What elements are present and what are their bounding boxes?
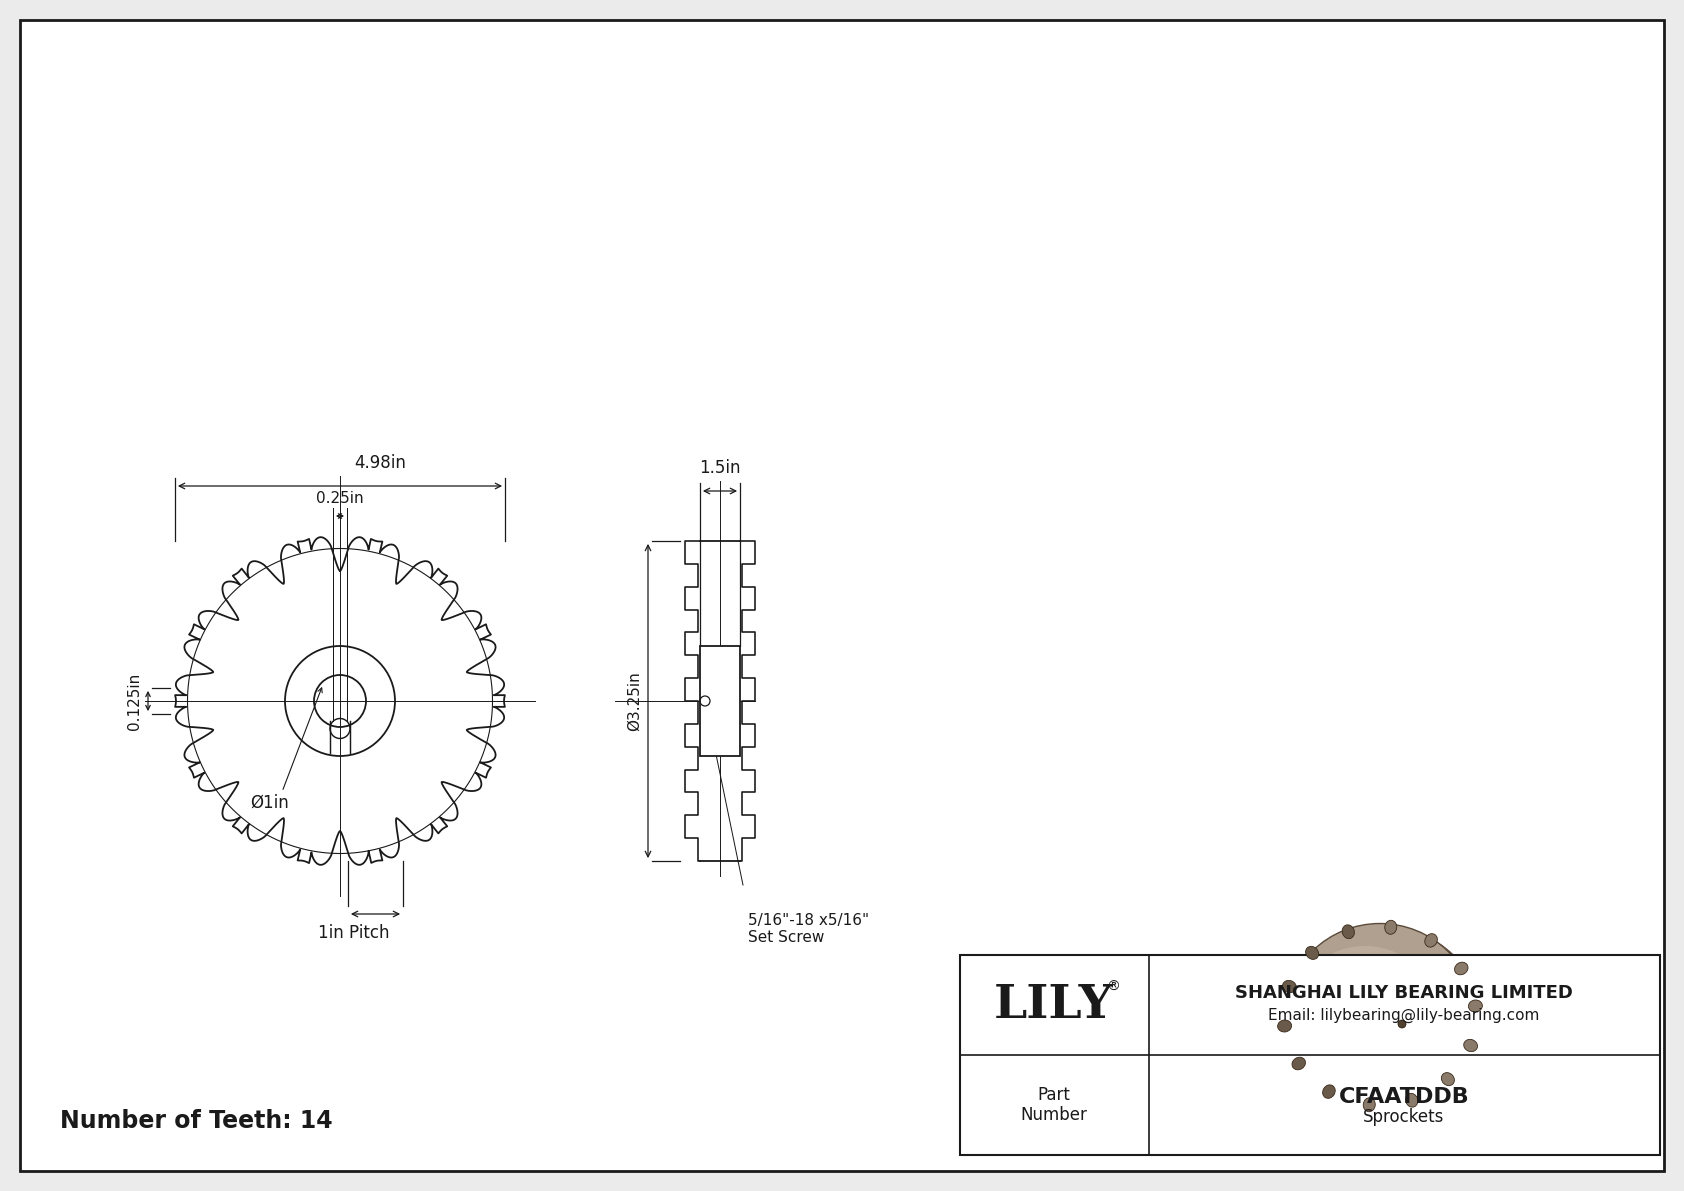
Ellipse shape bbox=[1352, 989, 1403, 1037]
Text: CFAATDDB: CFAATDDB bbox=[1339, 1087, 1470, 1106]
Ellipse shape bbox=[1349, 986, 1411, 1046]
Ellipse shape bbox=[1468, 1000, 1482, 1012]
Text: 0.125in: 0.125in bbox=[126, 673, 141, 730]
Circle shape bbox=[1398, 1019, 1406, 1028]
Text: Part
Number: Part Number bbox=[1021, 1086, 1088, 1124]
Ellipse shape bbox=[1283, 980, 1297, 992]
Text: 1.5in: 1.5in bbox=[699, 459, 741, 478]
Ellipse shape bbox=[1366, 1003, 1394, 1029]
Text: 5/16"-18 x5/16"
Set Screw: 5/16"-18 x5/16" Set Screw bbox=[748, 913, 869, 946]
Ellipse shape bbox=[1425, 934, 1438, 947]
Text: LILY: LILY bbox=[994, 983, 1113, 1028]
Ellipse shape bbox=[1342, 925, 1354, 939]
Ellipse shape bbox=[1278, 1019, 1292, 1033]
Ellipse shape bbox=[1442, 1073, 1455, 1086]
Ellipse shape bbox=[1300, 946, 1430, 1056]
Ellipse shape bbox=[1406, 1093, 1418, 1108]
Text: Ø3.25in: Ø3.25in bbox=[626, 671, 642, 731]
Text: Ø1in: Ø1in bbox=[251, 794, 290, 812]
Ellipse shape bbox=[1285, 923, 1475, 1109]
Ellipse shape bbox=[1463, 1040, 1477, 1052]
Ellipse shape bbox=[1292, 928, 1480, 1112]
Ellipse shape bbox=[1364, 1098, 1376, 1111]
Bar bbox=[701, 646, 739, 756]
Text: 1in Pitch: 1in Pitch bbox=[318, 924, 389, 942]
Text: SHANGHAI LILY BEARING LIMITED: SHANGHAI LILY BEARING LIMITED bbox=[1234, 984, 1573, 1002]
Text: Sprockets: Sprockets bbox=[1364, 1108, 1445, 1125]
Text: 4.98in: 4.98in bbox=[354, 454, 406, 472]
Bar bbox=[960, 955, 1660, 1155]
Text: 0.25in: 0.25in bbox=[317, 491, 364, 506]
Text: ®: ® bbox=[1106, 980, 1120, 994]
Ellipse shape bbox=[1322, 1085, 1335, 1098]
Ellipse shape bbox=[1292, 1058, 1305, 1070]
Ellipse shape bbox=[1384, 921, 1396, 934]
Ellipse shape bbox=[1455, 962, 1468, 974]
Text: Email: lilybearing@lily-bearing.com: Email: lilybearing@lily-bearing.com bbox=[1268, 1008, 1539, 1023]
Text: Number of Teeth: 14: Number of Teeth: 14 bbox=[61, 1109, 333, 1133]
Ellipse shape bbox=[1305, 947, 1319, 960]
